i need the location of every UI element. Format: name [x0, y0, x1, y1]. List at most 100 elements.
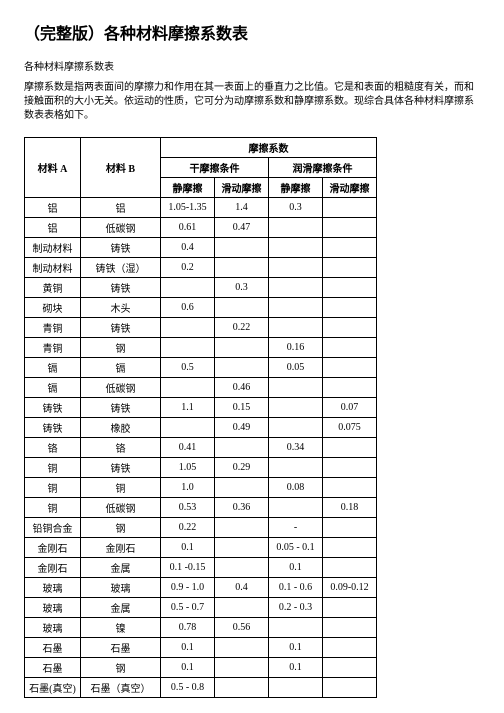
- table-row: 石墨石墨0.10.1: [25, 638, 377, 658]
- page-title: （完整版）各种材料摩擦系数表: [24, 20, 480, 44]
- cell-material-a: 金刚石: [25, 558, 81, 578]
- cell-value: 0.1: [161, 658, 215, 678]
- cell-value: 0.53: [161, 498, 215, 518]
- header-material-b: 材料 B: [81, 138, 161, 198]
- cell-value: [323, 198, 377, 218]
- cell-material-b: 金属: [81, 598, 161, 618]
- cell-value: 1.4: [215, 198, 269, 218]
- cell-value: [215, 538, 269, 558]
- table-row: 铝铝1.05-1.351.40.3: [25, 198, 377, 218]
- cell-material-b: 铸铁: [81, 398, 161, 418]
- cell-value: [323, 358, 377, 378]
- cell-value: 0.07: [323, 398, 377, 418]
- cell-value: 0.41: [161, 438, 215, 458]
- description: 摩擦系数是指两表面间的摩擦力和作用在其一表面上的垂直力之比值。它是和表面的粗糙度…: [24, 81, 480, 123]
- cell-value: 0.29: [215, 458, 269, 478]
- cell-value: [215, 638, 269, 658]
- cell-value: 0.3: [269, 198, 323, 218]
- cell-value: 0.4: [161, 238, 215, 258]
- cell-material-a: 铸铁: [25, 398, 81, 418]
- cell-material-a: 铝: [25, 218, 81, 238]
- cell-value: 0.3: [215, 278, 269, 298]
- cell-value: [269, 378, 323, 398]
- header-material-a: 材料 A: [25, 138, 81, 198]
- cell-value: [323, 318, 377, 338]
- cell-value: [323, 638, 377, 658]
- cell-material-a: 制动材料: [25, 258, 81, 278]
- cell-value: [269, 398, 323, 418]
- table-row: 玻璃镍0.780.56: [25, 618, 377, 638]
- cell-material-b: 低碳钢: [81, 498, 161, 518]
- cell-value: [269, 258, 323, 278]
- cell-value: 0.05 - 0.1: [269, 538, 323, 558]
- cell-value: 0.08: [269, 478, 323, 498]
- cell-material-a: 玻璃: [25, 618, 81, 638]
- table-row: 石墨钢0.10.1: [25, 658, 377, 678]
- header-static-lub: 静摩擦: [269, 178, 323, 198]
- cell-value: [161, 338, 215, 358]
- cell-value: [215, 258, 269, 278]
- cell-value: [161, 378, 215, 398]
- header-dry: 干摩擦条件: [161, 158, 269, 178]
- cell-value: 0.15: [215, 398, 269, 418]
- table-row: 金刚石金刚石0.10.05 - 0.1: [25, 538, 377, 558]
- cell-value: 0.36: [215, 498, 269, 518]
- cell-value: [215, 478, 269, 498]
- cell-value: [215, 558, 269, 578]
- header-coefficient: 摩擦系数: [161, 138, 377, 158]
- cell-value: [323, 618, 377, 638]
- cell-value: [269, 678, 323, 698]
- cell-material-b: 镍: [81, 618, 161, 638]
- cell-value: 0.5 - 0.8: [161, 678, 215, 698]
- cell-value: 0.49: [215, 418, 269, 438]
- cell-value: [323, 278, 377, 298]
- cell-material-a: 铜: [25, 498, 81, 518]
- cell-material-a: 铅铜合金: [25, 518, 81, 538]
- cell-value: 1.05-1.35: [161, 198, 215, 218]
- cell-material-b: 钢: [81, 518, 161, 538]
- cell-material-b: 石墨: [81, 638, 161, 658]
- cell-value: [323, 598, 377, 618]
- cell-material-a: 铸铁: [25, 418, 81, 438]
- cell-value: 0.1: [269, 638, 323, 658]
- cell-material-a: 铬: [25, 438, 81, 458]
- cell-value: [323, 538, 377, 558]
- cell-value: [323, 658, 377, 678]
- cell-value: 0.16: [269, 338, 323, 358]
- cell-value: [269, 618, 323, 638]
- cell-value: 0.47: [215, 218, 269, 238]
- table-row: 铜铸铁1.050.29: [25, 458, 377, 478]
- cell-value: 0.18: [323, 498, 377, 518]
- cell-value: 0.05: [269, 358, 323, 378]
- cell-value: 0.22: [215, 318, 269, 338]
- table-row: 铬铬0.410.34: [25, 438, 377, 458]
- cell-material-b: 铸铁: [81, 278, 161, 298]
- cell-value: [323, 678, 377, 698]
- cell-value: [269, 218, 323, 238]
- cell-material-a: 石墨: [25, 638, 81, 658]
- cell-value: -: [269, 518, 323, 538]
- table-row: 黄铜铸铁0.3: [25, 278, 377, 298]
- cell-material-a: 制动材料: [25, 238, 81, 258]
- cell-material-b: 铸铁: [81, 318, 161, 338]
- cell-value: 0.1 - 0.6: [269, 578, 323, 598]
- cell-material-b: 钢: [81, 658, 161, 678]
- cell-value: [215, 438, 269, 458]
- cell-value: [323, 218, 377, 238]
- cell-material-b: 铸铁: [81, 238, 161, 258]
- cell-value: [323, 298, 377, 318]
- table-row: 金刚石金属0.1 -0.150.1: [25, 558, 377, 578]
- cell-value: [215, 338, 269, 358]
- cell-value: 0.61: [161, 218, 215, 238]
- friction-table: 材料 A 材料 B 摩擦系数 干摩擦条件 润滑摩擦条件 静摩擦 滑动摩擦 静摩擦…: [24, 137, 377, 698]
- cell-value: 0.2 - 0.3: [269, 598, 323, 618]
- cell-value: 0.075: [323, 418, 377, 438]
- cell-value: [215, 678, 269, 698]
- cell-value: 0.6: [161, 298, 215, 318]
- cell-value: 0.22: [161, 518, 215, 538]
- table-row: 石墨(真空)石墨（真空）0.5 - 0.8: [25, 678, 377, 698]
- table-row: 镉镉0.50.05: [25, 358, 377, 378]
- cell-material-b: 铬: [81, 438, 161, 458]
- table-row: 青铜钢0.16: [25, 338, 377, 358]
- cell-material-b: 石墨（真空）: [81, 678, 161, 698]
